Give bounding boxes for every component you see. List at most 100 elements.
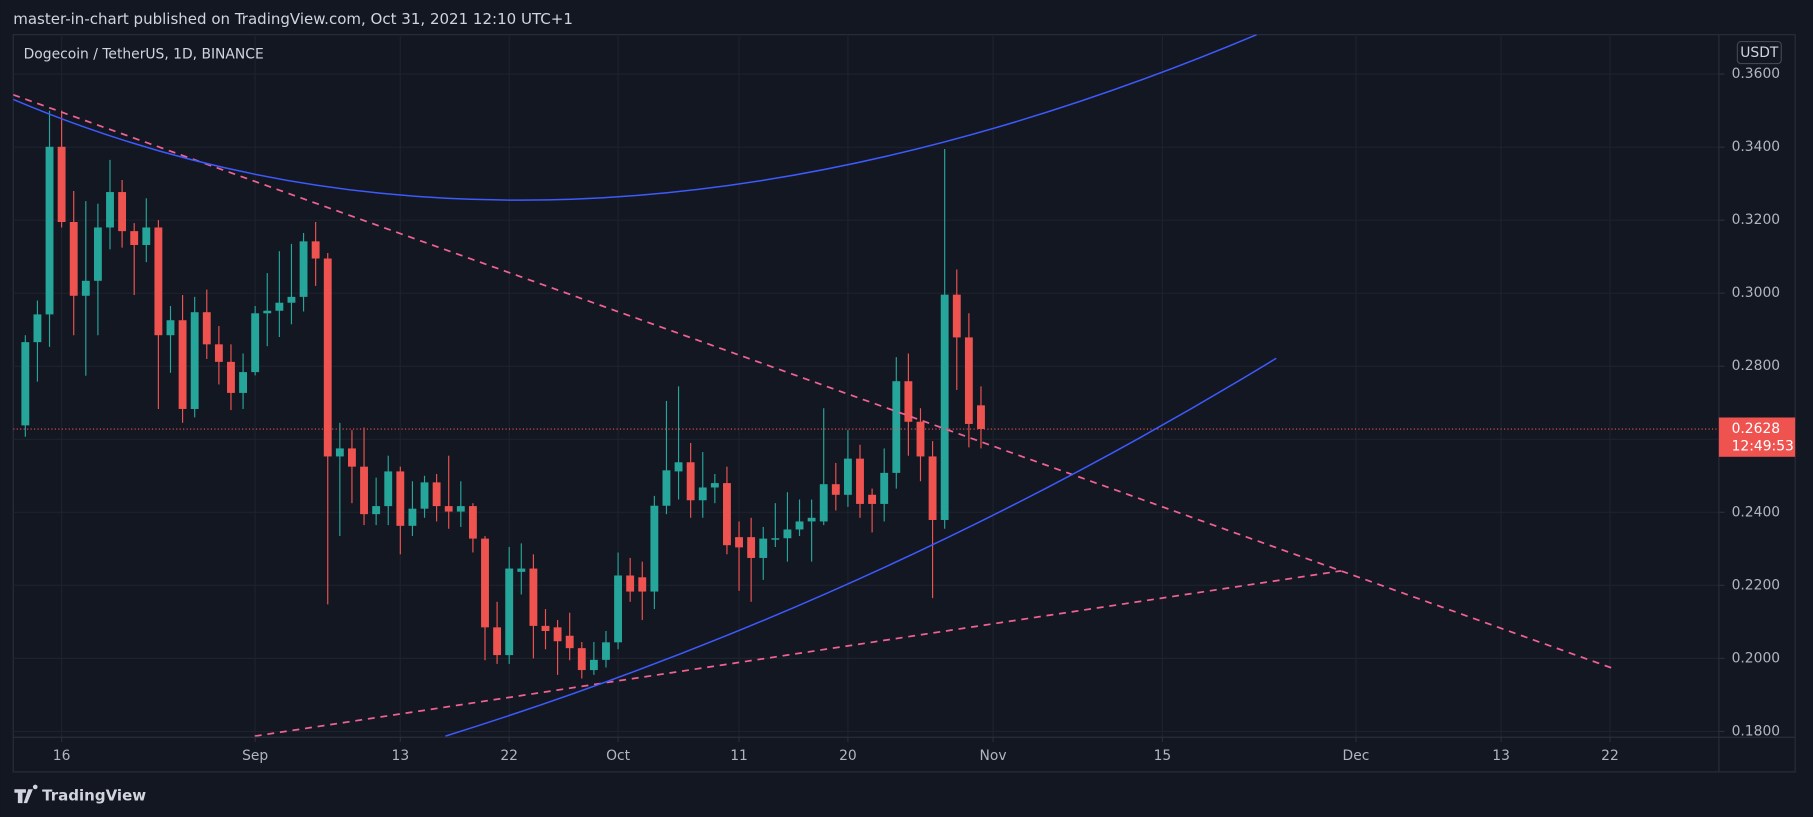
candle-body bbox=[807, 517, 816, 522]
candle-body bbox=[674, 462, 683, 472]
candle-body bbox=[977, 405, 985, 430]
candle-body bbox=[868, 494, 877, 504]
candle-body bbox=[263, 310, 272, 314]
x-tick-label: Dec bbox=[1343, 748, 1370, 764]
candle-body bbox=[45, 146, 54, 315]
candle-body bbox=[323, 258, 332, 457]
candle-body bbox=[81, 280, 90, 296]
candle-body bbox=[142, 227, 151, 246]
candle-body bbox=[880, 472, 889, 504]
candle-body bbox=[202, 312, 211, 345]
candle-body bbox=[662, 470, 671, 506]
x-tick-label: 13 bbox=[392, 748, 410, 764]
candle-body bbox=[541, 625, 550, 631]
candle-body bbox=[529, 568, 538, 626]
currency-label: USDT bbox=[1740, 45, 1779, 61]
candle-body bbox=[686, 462, 695, 501]
candle-body bbox=[856, 458, 864, 504]
y-tick-label: 0.3200 bbox=[1732, 212, 1781, 228]
axes: 0.18000.20000.22000.24000.26000.28000.30… bbox=[53, 66, 1796, 764]
candle-body bbox=[783, 529, 792, 539]
x-tick-label: 20 bbox=[839, 748, 857, 764]
candle-body bbox=[577, 648, 586, 671]
trend-line bbox=[254, 570, 1342, 737]
candle-body bbox=[795, 521, 804, 530]
candle-body bbox=[723, 483, 731, 546]
candles bbox=[13, 110, 1719, 679]
y-tick-label: 0.1800 bbox=[1732, 723, 1781, 739]
candle-body bbox=[154, 227, 163, 336]
candle-body bbox=[432, 482, 441, 507]
candle-body bbox=[69, 222, 78, 296]
y-tick-label: 0.3000 bbox=[1732, 285, 1781, 301]
candle-body bbox=[130, 231, 139, 246]
candle-body bbox=[916, 421, 925, 457]
candle-body bbox=[493, 627, 502, 656]
candle-body bbox=[553, 627, 562, 642]
candle-body bbox=[771, 538, 780, 540]
candle-body bbox=[940, 294, 949, 520]
candle-body bbox=[178, 320, 187, 409]
candle-body bbox=[190, 312, 199, 409]
x-tick-label: 22 bbox=[500, 748, 518, 764]
candle-body bbox=[650, 505, 659, 592]
y-tick-label: 0.2000 bbox=[1732, 650, 1781, 666]
candle-body bbox=[456, 506, 465, 512]
candle-body bbox=[517, 568, 526, 572]
candle-body bbox=[33, 314, 42, 343]
candle-body bbox=[384, 471, 393, 507]
x-tick-label: 15 bbox=[1154, 748, 1172, 764]
candle-body bbox=[589, 659, 598, 671]
candle-body bbox=[227, 361, 235, 393]
brand: TradingView bbox=[42, 787, 146, 805]
candle-body bbox=[819, 484, 828, 522]
candle-body bbox=[444, 506, 453, 512]
y-tick-label: 0.3600 bbox=[1732, 66, 1781, 82]
candle-body bbox=[251, 313, 260, 373]
y-tick-label: 0.2200 bbox=[1732, 577, 1781, 593]
candle-body bbox=[21, 342, 30, 426]
candle-body bbox=[964, 337, 973, 424]
candle-body bbox=[214, 344, 223, 362]
price-tag bbox=[1718, 417, 1796, 457]
candle-body bbox=[408, 508, 417, 526]
candle-body bbox=[420, 482, 429, 509]
candle-body bbox=[565, 635, 574, 649]
candle-body bbox=[348, 448, 356, 467]
y-tick-label: 0.2800 bbox=[1732, 358, 1781, 374]
candle-body bbox=[360, 466, 368, 515]
y-tick-label: 0.3400 bbox=[1732, 139, 1781, 155]
candle-body bbox=[759, 538, 768, 558]
candle-body bbox=[275, 302, 284, 311]
candle-body bbox=[626, 575, 635, 592]
candle-body bbox=[698, 487, 707, 501]
countdown: 12:49:53 bbox=[1732, 438, 1794, 454]
x-tick-label: Oct bbox=[606, 748, 631, 764]
candle-body bbox=[843, 458, 852, 495]
candle-body bbox=[335, 448, 344, 457]
candle-body bbox=[166, 320, 175, 336]
x-tick-label: Nov bbox=[980, 748, 1007, 764]
x-tick-label: 22 bbox=[1601, 748, 1619, 764]
candle-body bbox=[505, 568, 514, 656]
candle-body bbox=[287, 296, 296, 303]
curve-line bbox=[445, 357, 1277, 737]
curve-line bbox=[13, 34, 1257, 201]
x-tick-label: 13 bbox=[1492, 748, 1510, 764]
price-tag-label: 0.2628 bbox=[1732, 421, 1781, 437]
candle-body bbox=[239, 372, 248, 393]
candle-body bbox=[93, 227, 102, 281]
candle-body bbox=[481, 538, 489, 628]
candle-body bbox=[106, 192, 114, 228]
grid bbox=[13, 34, 1719, 738]
candle-body bbox=[614, 575, 623, 643]
candle-body bbox=[904, 381, 913, 422]
candle-body bbox=[299, 241, 308, 297]
candle-body bbox=[892, 381, 901, 473]
pane-frame bbox=[12, 34, 1796, 773]
candle-body bbox=[118, 192, 127, 232]
candle-body bbox=[928, 456, 937, 520]
candle-body bbox=[831, 484, 840, 495]
x-tick-label: 11 bbox=[730, 748, 748, 764]
candle-body bbox=[747, 537, 756, 558]
